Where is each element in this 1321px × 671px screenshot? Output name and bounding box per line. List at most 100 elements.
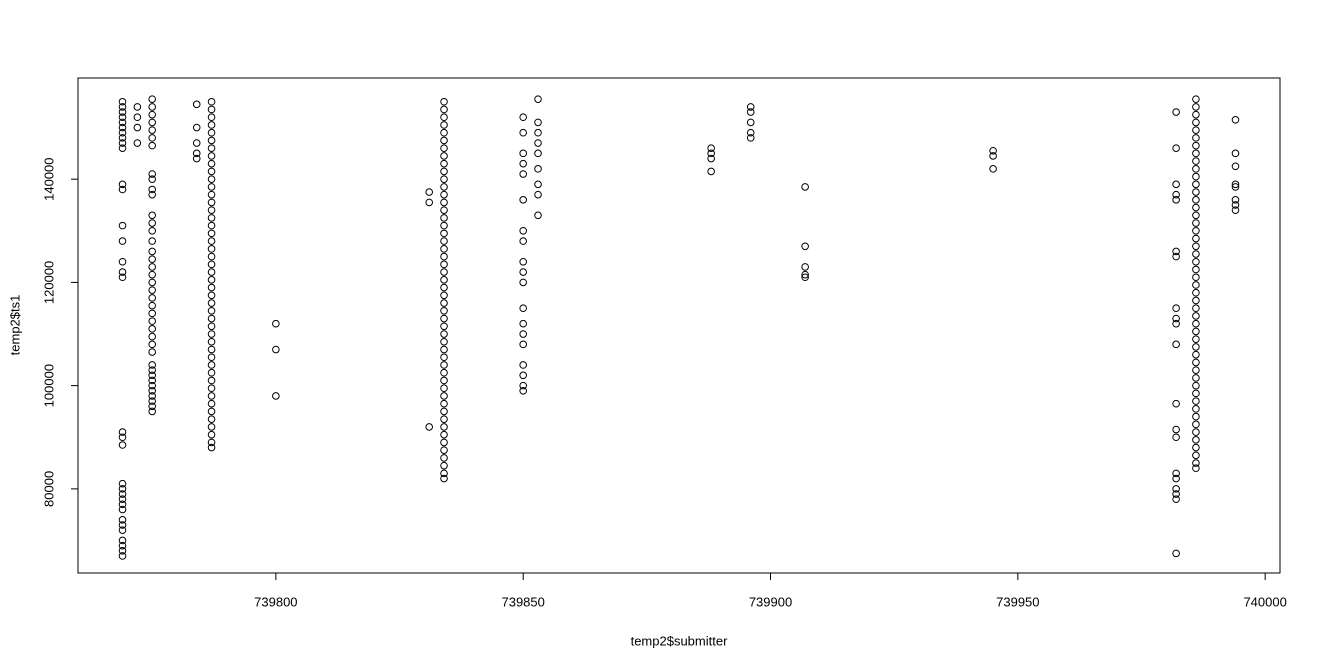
- point: [207, 384, 216, 393]
- point: [1231, 180, 1240, 189]
- point: [1192, 257, 1200, 266]
- point: [207, 105, 216, 114]
- point: [440, 206, 448, 214]
- point: [1192, 312, 1200, 320]
- point: [1192, 196, 1200, 204]
- point: [148, 301, 156, 310]
- point: [207, 337, 216, 346]
- point: [440, 337, 448, 346]
- point: [534, 165, 542, 173]
- point: [440, 322, 448, 331]
- point: [440, 260, 448, 269]
- point: [207, 121, 216, 129]
- point: [272, 392, 280, 400]
- point: [1192, 242, 1200, 251]
- point: [207, 268, 216, 276]
- point: [118, 268, 127, 276]
- point: [1192, 374, 1200, 382]
- point: [534, 149, 542, 158]
- point: [989, 165, 997, 173]
- point: [534, 128, 542, 137]
- point: [519, 128, 527, 137]
- point: [1192, 412, 1200, 421]
- point: [118, 428, 127, 436]
- point: [801, 183, 809, 191]
- point: [440, 214, 448, 222]
- point: [534, 95, 542, 103]
- point: [207, 237, 216, 245]
- point: [534, 211, 542, 220]
- x-tick-label: 740000: [1243, 594, 1286, 609]
- point: [746, 103, 755, 111]
- point: [1172, 399, 1180, 408]
- point: [207, 221, 216, 230]
- point: [440, 121, 448, 129]
- point: [1192, 226, 1200, 235]
- point: [440, 461, 448, 470]
- point: [519, 159, 527, 168]
- point: [1192, 451, 1200, 460]
- point: [148, 278, 156, 287]
- point: [118, 108, 127, 116]
- point: [207, 330, 216, 338]
- point: [707, 154, 715, 163]
- point: [148, 294, 156, 302]
- point: [148, 407, 156, 416]
- point: [425, 188, 434, 196]
- point: [1231, 162, 1240, 171]
- point: [207, 276, 216, 284]
- point: [440, 252, 448, 261]
- x-tick-label: 739800: [254, 594, 297, 609]
- point: [148, 366, 156, 374]
- point: [118, 521, 127, 529]
- point: [207, 392, 216, 400]
- point: [1231, 149, 1240, 158]
- point: [1192, 134, 1200, 142]
- point: [148, 219, 156, 227]
- point: [1192, 464, 1200, 473]
- point: [440, 314, 448, 323]
- point: [1192, 188, 1200, 196]
- point: [272, 319, 280, 328]
- point: [440, 136, 448, 145]
- point: [118, 441, 127, 449]
- point: [148, 376, 156, 385]
- point: [148, 340, 156, 349]
- point: [118, 185, 127, 194]
- point: [519, 381, 527, 390]
- point: [118, 134, 127, 142]
- point: [519, 196, 527, 204]
- point: [519, 113, 527, 122]
- point: [1192, 118, 1200, 127]
- point: [148, 325, 156, 333]
- point: [1192, 389, 1200, 398]
- point: [192, 123, 201, 132]
- point: [207, 399, 216, 408]
- point: [1192, 366, 1200, 374]
- point: [207, 438, 216, 447]
- point: [118, 221, 127, 230]
- point: [148, 103, 156, 111]
- point: [118, 433, 127, 442]
- point: [440, 167, 448, 176]
- x-axis-label: temp2$submitter: [631, 633, 728, 648]
- point: [440, 430, 448, 439]
- point: [148, 237, 156, 245]
- point: [1231, 196, 1240, 204]
- point: [1172, 340, 1180, 349]
- y-axis-label: temp2$ts1: [7, 295, 22, 356]
- point: [440, 97, 448, 106]
- point: [1192, 265, 1200, 274]
- point: [1192, 296, 1200, 305]
- point: [1192, 172, 1200, 181]
- point: [1192, 157, 1200, 165]
- point: [148, 386, 156, 395]
- point: [207, 314, 216, 323]
- y-tick-label: 80000: [41, 471, 56, 507]
- point: [1172, 490, 1180, 498]
- point: [440, 128, 448, 137]
- point: [1192, 103, 1200, 111]
- point: [1192, 126, 1200, 134]
